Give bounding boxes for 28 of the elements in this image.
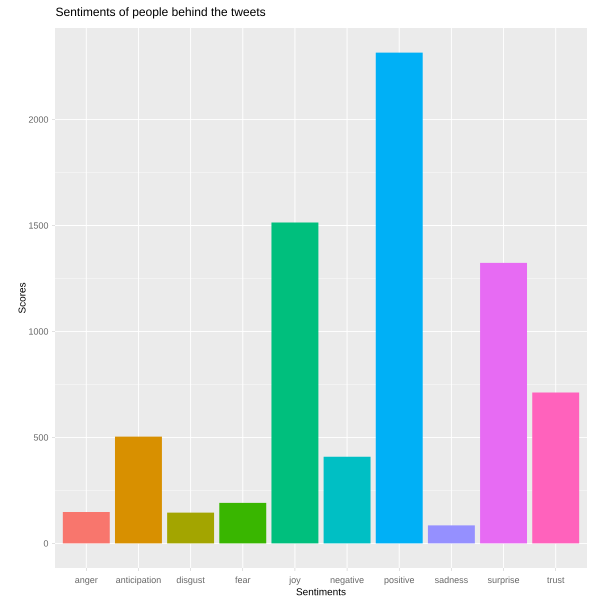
x-tick-label: surprise [488,576,520,585]
x-tick-label: anger [75,578,98,585]
x-axis-title: Sentiments [296,588,346,596]
x-tick-label: positive [384,576,414,585]
bar [532,392,580,544]
x-tick-label: negative [330,576,364,585]
bar [376,52,423,544]
x-tick-label: joy [288,576,301,585]
y-tick-label: 500 [34,434,48,441]
bar [114,436,162,544]
x-tick-label: disgust [176,576,205,585]
x-tick-label: sadness [434,576,468,584]
bar [480,262,528,544]
x-tick-label: trust [547,577,564,584]
bar [167,512,214,544]
y-tick-label: 1000 [29,328,48,335]
x-tick-label: anticipation [116,576,161,585]
bar [271,222,318,544]
y-axis-title: Scores [18,282,26,314]
chart-title: Sentiments of people behind the tweets [56,7,266,18]
y-tick-label: 1500 [29,222,48,229]
bar [324,456,371,544]
y-tick-label: 0 [44,540,48,547]
bar [219,502,266,544]
bar [62,512,110,544]
bar [428,525,475,544]
y-tick-label: 2000 [28,116,48,123]
x-tick-label: fear [235,576,250,584]
